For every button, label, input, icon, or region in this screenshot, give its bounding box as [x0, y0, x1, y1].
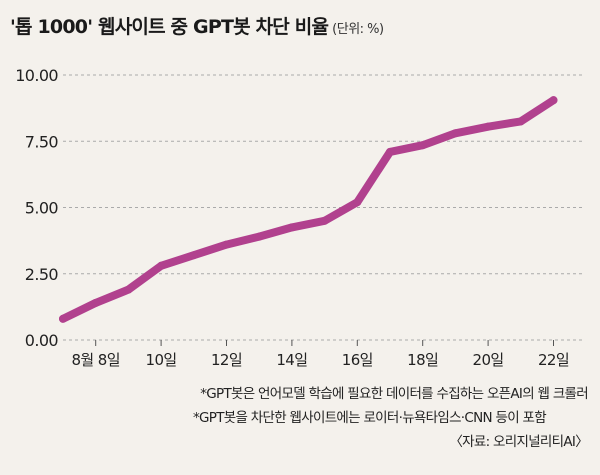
data-point [320, 216, 329, 225]
data-point [222, 240, 231, 249]
data-point [549, 96, 558, 105]
y-tick-label: 5.00 [25, 199, 59, 218]
x-tick-label: 12일 [211, 351, 242, 369]
grid-lines [63, 74, 585, 341]
footnote-gptbot: *GPT봇은 언어모델 학습에 필요한 데이터를 수집하는 오픈AI의 웹 크롤… [200, 386, 588, 402]
data-point [287, 223, 296, 232]
y-axis-ticks: 10.00 7.50 5.00 2.50 0.00 [15, 66, 59, 350]
data-point [516, 117, 525, 126]
data-point [59, 314, 67, 323]
x-tick-label: 22일 [538, 351, 569, 369]
data-point [157, 261, 166, 270]
series-line [59, 96, 558, 323]
x-tick-label: 16일 [342, 351, 373, 369]
source-note: 〈자료: 오리지널리티AI〉 [449, 434, 588, 450]
x-tick-label: 18일 [407, 351, 438, 369]
chart-header: '톱 1000' 웹사이트 중 GPT봇 차단 비율 (단위: %) [10, 12, 384, 39]
data-point [91, 298, 100, 307]
data-point [418, 141, 427, 150]
data-point [255, 232, 264, 241]
x-tick-label: 8월 8일 [71, 351, 119, 369]
x-axis-ticks: 8월 8일 10일 12일 14일 16일 18일 20일 22일 [71, 340, 570, 369]
data-point [386, 147, 394, 156]
data-point [484, 122, 493, 131]
y-tick-label: 10.00 [15, 66, 58, 85]
line-chart: 10.00 7.50 5.00 2.50 0.00 8월 8일 10일 12일 14일 16일 1… [15, 66, 585, 369]
y-tick-label: 7.50 [25, 132, 59, 151]
y-tick-label: 2.50 [25, 265, 59, 284]
chart-title: '톱 1000' 웹사이트 중 GPT봇 차단 비율 [10, 16, 329, 38]
data-point [353, 198, 362, 207]
data-point [451, 129, 460, 138]
x-tick-label: 10일 [146, 351, 177, 369]
data-point [189, 251, 198, 260]
y-tick-label: 0.00 [25, 331, 59, 350]
footnotes: *GPT봇은 언어모델 학습에 필요한 데이터를 수집하는 오픈AI의 웹 크롤… [0, 382, 589, 454]
x-tick-label: 14일 [276, 351, 307, 369]
footnote-blocked-sites: *GPT봇을 차단한 웹사이트에는 로이터·뉴욕타임스·CNN 등이 포함 [192, 410, 547, 426]
data-point [124, 285, 133, 294]
x-tick-label: 20일 [473, 351, 504, 369]
unit-label: (단위: %) [332, 22, 384, 37]
data-series [59, 96, 558, 323]
